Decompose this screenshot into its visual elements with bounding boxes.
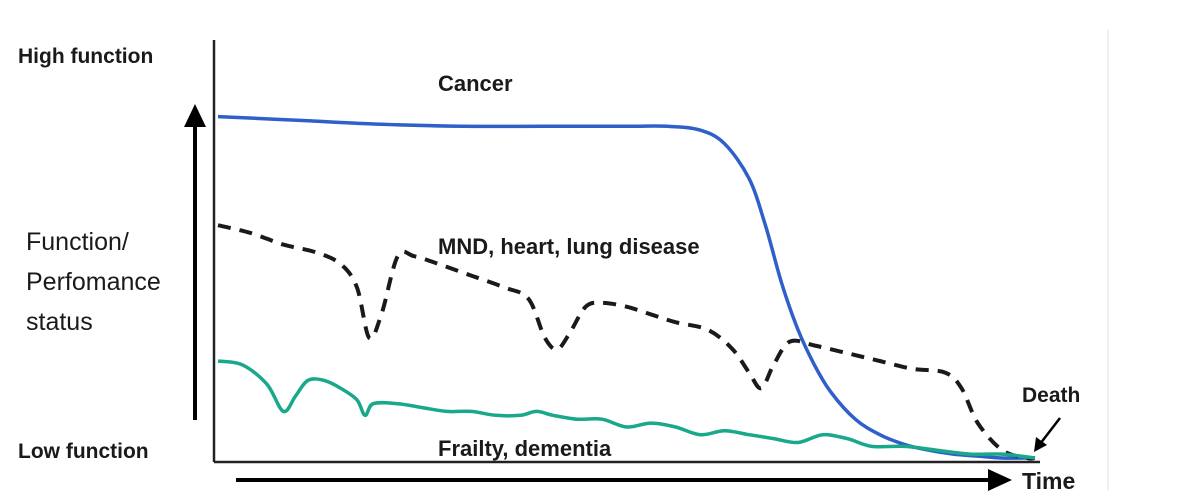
series-line-cancer	[217, 114, 1036, 460]
death-pointer-head	[1034, 437, 1047, 452]
y-high-label: High function	[18, 45, 153, 68]
y-axis-title-line-1: Function/	[26, 228, 129, 256]
series-label-cancer: Cancer	[438, 71, 513, 96]
y-axis-title-line-2: Perfomance	[26, 268, 161, 296]
y-arrow-head	[184, 104, 206, 127]
series-label-mnd-heart-lung: MND, heart, lung disease	[438, 234, 700, 259]
death-annotation: Death	[1022, 384, 1080, 407]
death-pointer-line	[1039, 417, 1061, 445]
y-axis-title-line-3: status	[26, 308, 93, 336]
series-line-mnd-heart-lung	[217, 223, 1036, 461]
series-line-frailty-dementia	[217, 359, 1036, 460]
x-axis-label: Time	[1022, 468, 1075, 494]
series-label-frailty-dementia: Frailty, dementia	[438, 436, 612, 461]
y-low-label: Low function	[18, 440, 149, 463]
x-arrow-head	[988, 469, 1012, 491]
